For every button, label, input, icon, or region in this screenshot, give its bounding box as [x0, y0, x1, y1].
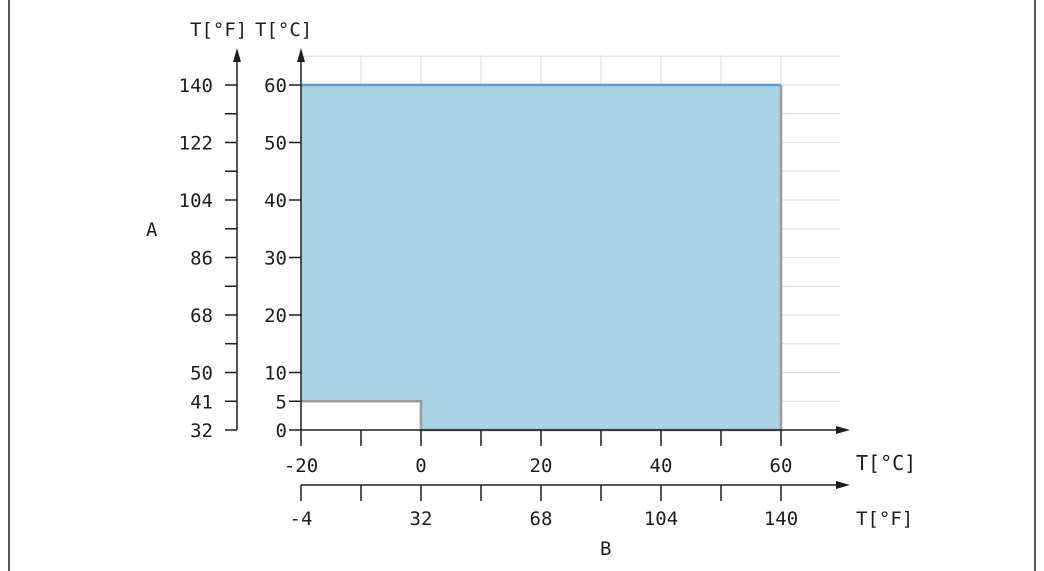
- y-tick-label-fahrenheit: 32: [190, 420, 213, 442]
- y-unit-celsius: T[°C]: [255, 19, 312, 41]
- x-unit-fahrenheit: T[°F]: [856, 508, 913, 530]
- x-axis-label: B: [600, 538, 611, 560]
- chart-border: [8, 0, 1036, 571]
- operating-region: [301, 85, 781, 430]
- y-tick-label-celsius: 50: [264, 133, 287, 155]
- x-tick-label-celsius: 0: [415, 455, 426, 477]
- x-tick-label-fahrenheit: 140: [764, 508, 798, 530]
- y-tick-label-celsius: 20: [264, 305, 287, 327]
- y-tick-label-fahrenheit: 50: [190, 363, 213, 385]
- y-tick-label-celsius: 0: [276, 420, 287, 442]
- x-tick-label-fahrenheit: -4: [290, 508, 313, 530]
- x-axis-celsius-arrow: [836, 426, 850, 434]
- y-axis-fahrenheit-arrow: [233, 48, 241, 62]
- y-tick-label-fahrenheit: 86: [190, 248, 213, 270]
- operating-range: [301, 83, 783, 432]
- x-axis-fahrenheit-arrow: [836, 481, 850, 489]
- y-tick-label-fahrenheit: 140: [179, 75, 213, 97]
- x-tick-label-celsius: 20: [530, 455, 553, 477]
- y-tick-label-celsius: 40: [264, 190, 287, 212]
- y-tick-label-celsius: 5: [276, 391, 287, 413]
- y-tick-label-celsius: 60: [264, 75, 287, 97]
- y-axis-celsius-arrow: [297, 48, 305, 62]
- x-tick-label-fahrenheit: 68: [530, 508, 553, 530]
- x-tick-label-fahrenheit: 104: [644, 508, 678, 530]
- y-tick-label-fahrenheit: 68: [190, 305, 213, 327]
- y-tick-label-fahrenheit: 122: [179, 133, 213, 155]
- y-unit-fahrenheit: T[°F]: [190, 19, 247, 41]
- excluded-region: [301, 401, 421, 430]
- y-tick-label-celsius: 10: [264, 363, 287, 385]
- axis-ticks: 0 32 5 41 10 50 20 68 30 86 40 104 50 122 60 140 -20 -4 0 3…: [179, 75, 798, 530]
- axes: [233, 48, 850, 489]
- x-tick-label-celsius: 60: [770, 455, 793, 477]
- y-tick-label-fahrenheit: 104: [179, 190, 213, 212]
- x-unit-celsius: T[°C]: [856, 451, 916, 475]
- x-tick-label-fahrenheit: 32: [410, 508, 433, 530]
- x-tick-label-celsius: 40: [650, 455, 673, 477]
- y-axis-label: A: [146, 219, 158, 241]
- x-tick-label-celsius: -20: [284, 455, 318, 477]
- y-tick-label-celsius: 30: [264, 248, 287, 270]
- y-tick-label-fahrenheit: 41: [190, 391, 213, 413]
